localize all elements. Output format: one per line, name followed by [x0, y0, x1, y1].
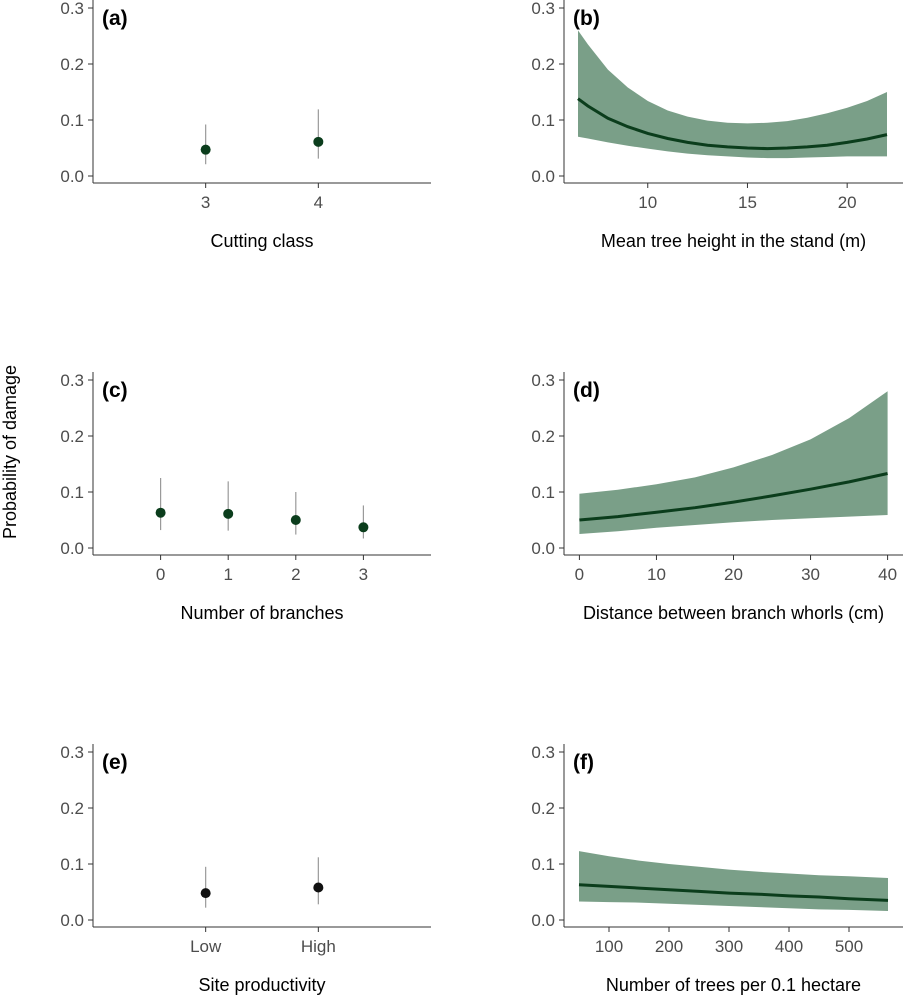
y-tick-label: 0.1 [60, 855, 84, 874]
y-tick-label: 0.3 [531, 371, 555, 390]
x-axis-title: Cutting class [210, 231, 313, 251]
panel-e: 0.0 0.1 0.2 0.3 (e) Low High Site productivity [60, 743, 431, 995]
fitted-line [578, 883, 889, 902]
y-tick-label: 0.3 [60, 0, 84, 18]
data-point [200, 888, 211, 899]
x-tick-label: 2 [291, 565, 300, 584]
y-tick-label: 0.1 [60, 111, 84, 130]
x-tick-label: 10 [647, 565, 666, 584]
x-tick-label: 30 [801, 565, 820, 584]
panel-letter: (a) [102, 7, 128, 30]
confidence-band [579, 851, 888, 911]
y-axis-label: Probability of damage [0, 365, 20, 539]
panel-c: 0.0 0.1 0.2 0.3 (c) 0 1 2 3 Number of branches [60, 371, 431, 623]
x-axis-title: Site productivity [198, 975, 325, 995]
y-tick-label: 0.3 [531, 0, 555, 18]
x-tick-label: 4 [314, 193, 323, 212]
x-tick-label: 400 [775, 937, 803, 956]
x-tick-label: High [301, 937, 336, 956]
x-tick-label: 3 [201, 193, 210, 212]
panel-letter: (b) [573, 7, 600, 30]
x-axis-title: Number of trees per 0.1 hectare [606, 975, 861, 995]
y-tick-label: 0.0 [60, 539, 84, 558]
x-tick-label: 100 [595, 937, 623, 956]
x-tick-label: 0 [156, 565, 165, 584]
y-tick-label: 0.2 [60, 799, 84, 818]
panel-letter: (f) [573, 751, 594, 774]
x-tick-label: 500 [835, 937, 863, 956]
x-tick-label: Low [190, 937, 222, 956]
panel-b: 0.0 0.1 0.2 0.3 (b) 10 15 20 Mean tree height in… [531, 0, 903, 251]
x-axis-title: Distance between branch whorls (cm) [583, 603, 884, 623]
x-axis-title: Number of branches [180, 603, 343, 623]
data-point [200, 144, 211, 155]
x-axis-title: Mean tree height in the stand (m) [601, 231, 866, 251]
confidence-band [579, 391, 888, 534]
data-point [290, 515, 301, 525]
x-tick-label: 20 [724, 565, 743, 584]
panel-f: 0.0 0.1 0.2 0.3 (f) 100 200 300 400 500 Number of … [531, 743, 903, 995]
fitted-line [579, 472, 888, 522]
x-tick-label: 15 [738, 193, 757, 212]
data-point [223, 508, 234, 519]
fitted-line [577, 97, 888, 151]
x-tick-label: 10 [638, 193, 657, 212]
y-tick-label: 0.0 [60, 911, 84, 930]
data-point [313, 136, 324, 147]
panel-d: 0.0 0.1 0.2 0.3 (d) 0 10 20 30 40 Distance between… [531, 371, 903, 623]
x-tick-label: 20 [838, 193, 857, 212]
y-tick-label: 0.2 [531, 799, 555, 818]
y-tick-label: 0.0 [531, 539, 555, 558]
data-point [313, 882, 324, 893]
x-tick-label: 40 [878, 565, 897, 584]
y-tick-label: 0.3 [60, 371, 84, 390]
y-tick-label: 0.2 [531, 55, 555, 74]
y-tick-label: 0.2 [531, 427, 555, 446]
y-tick-label: 0.0 [531, 911, 555, 930]
y-tick-label: 0.0 [60, 167, 84, 186]
data-point [358, 522, 369, 533]
y-tick-label: 0.3 [60, 743, 84, 762]
x-tick-label: 300 [715, 937, 743, 956]
panel-letter: (d) [573, 379, 600, 402]
y-tick-label: 0.1 [531, 483, 555, 502]
x-tick-label: 3 [359, 565, 368, 584]
data-point [155, 507, 166, 518]
x-tick-label: 0 [575, 565, 584, 584]
y-tick-label: 0.1 [531, 855, 555, 874]
x-tick-label: 200 [655, 937, 683, 956]
panel-letter: (c) [102, 379, 128, 402]
y-tick-label: 0.2 [60, 55, 84, 74]
panel-letter: (e) [102, 751, 128, 774]
y-tick-label: 0.1 [60, 483, 84, 502]
y-tick-label: 0.1 [531, 111, 555, 130]
x-tick-label: 1 [223, 565, 232, 584]
confidence-band [578, 30, 887, 159]
y-tick-label: 0.2 [60, 427, 84, 446]
y-tick-label: 0.3 [531, 743, 555, 762]
y-tick-label: 0.0 [531, 167, 555, 186]
